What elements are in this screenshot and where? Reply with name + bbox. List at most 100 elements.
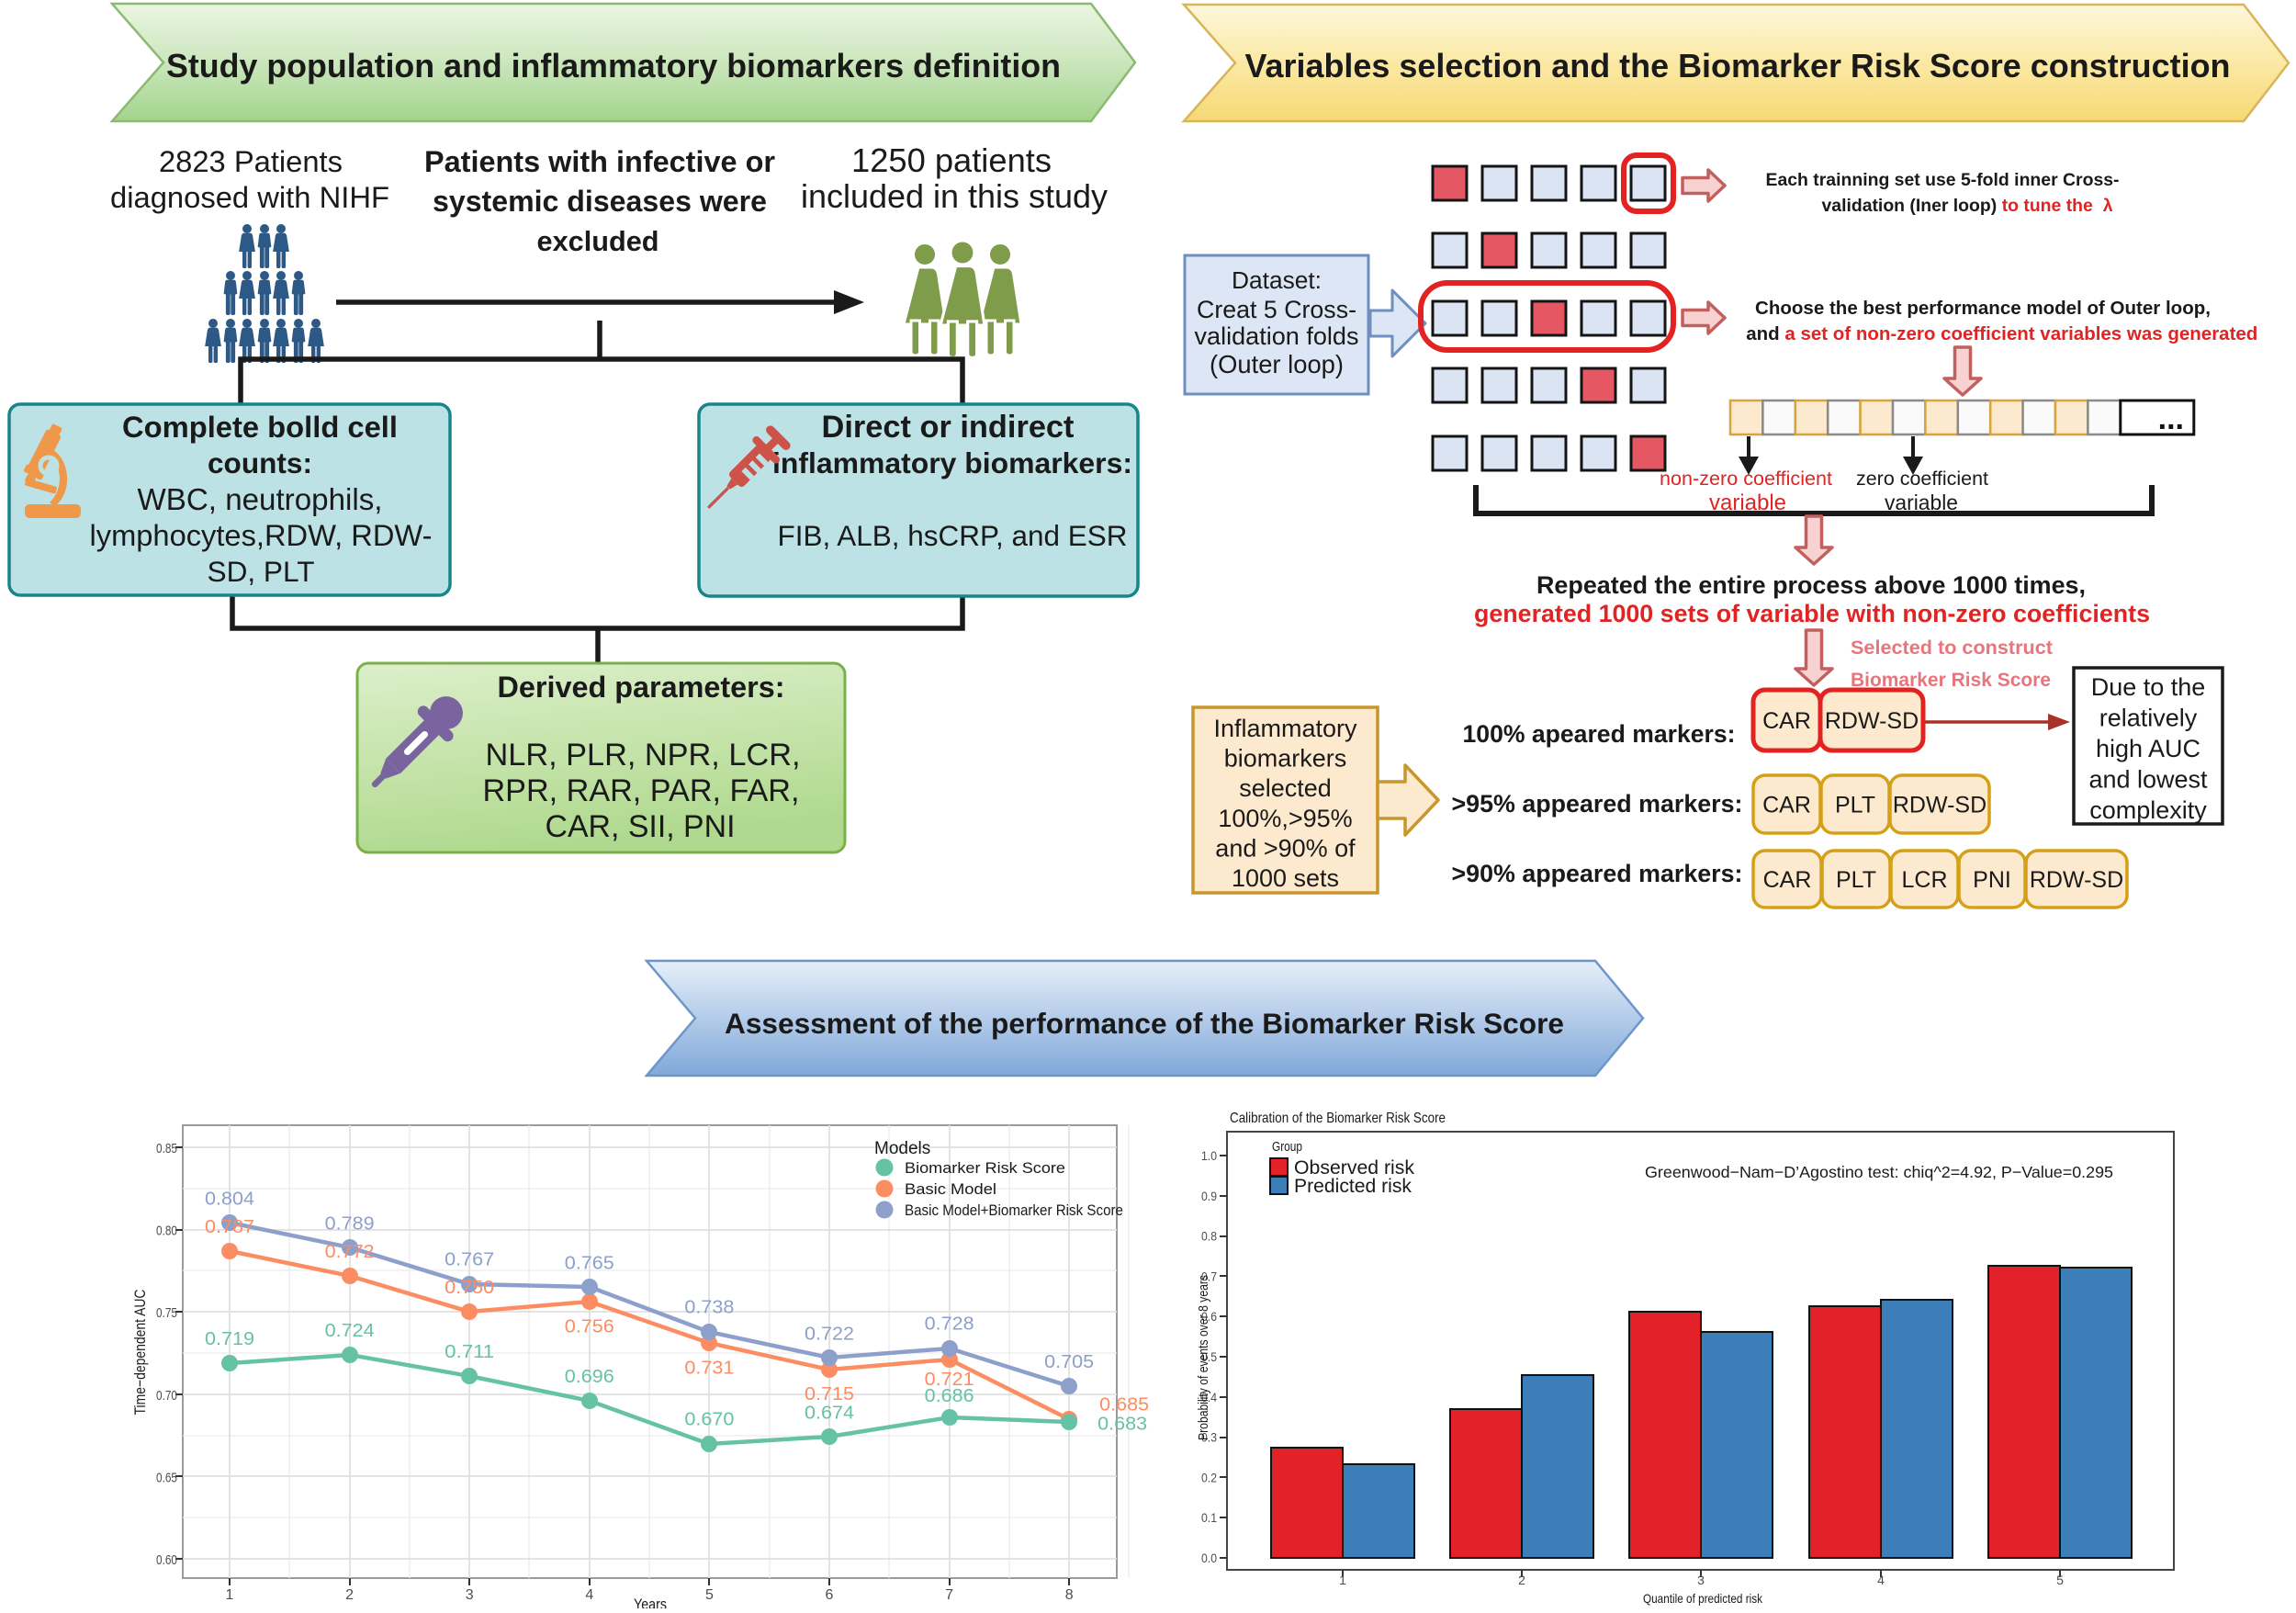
svg-text:Repeated the entire process ab: Repeated the entire process above 1000 t… (1536, 571, 2086, 599)
svg-text:Creat 5 Cross-: Creat 5 Cross- (1197, 296, 1356, 323)
svg-text:...: ... (2158, 401, 2184, 436)
svg-text:Greenwood−Nam−D’Agostino test:: Greenwood−Nam−D’Agostino test: chiq^2=4.… (1645, 1163, 2113, 1181)
svg-text:4: 4 (1877, 1573, 1885, 1587)
svg-text:0.787: 0.787 (205, 1217, 254, 1237)
svg-text:RDW-SD: RDW-SD (1825, 708, 1919, 734)
svg-text:0.65: 0.65 (156, 1470, 177, 1485)
svg-text:0.70: 0.70 (156, 1388, 177, 1404)
svg-text:0.80: 0.80 (156, 1224, 177, 1239)
svg-text:0.696: 0.696 (565, 1367, 614, 1387)
svg-text:and a set of non-zero coeffici: and a set of non-zero coefficient variab… (1746, 323, 2257, 344)
svg-text:Variables selection and the Bi: Variables selection and the Biomarker Ri… (1245, 47, 2231, 85)
svg-text:0.804: 0.804 (205, 1189, 254, 1209)
svg-text:100% apeared markers:: 100% apeared markers: (1463, 720, 1736, 748)
svg-text:0.7: 0.7 (1201, 1269, 1217, 1283)
svg-text:0.686: 0.686 (925, 1386, 974, 1406)
svg-text:Biomarker Risk Score: Biomarker Risk Score (905, 1159, 1065, 1177)
svg-text:0.85: 0.85 (156, 1141, 177, 1156)
svg-text:0.750: 0.750 (445, 1278, 494, 1298)
svg-text:CAR: CAR (1762, 793, 1811, 818)
svg-text:0.674: 0.674 (805, 1403, 854, 1423)
svg-text:counts:: counts: (208, 446, 312, 479)
svg-text:0.715: 0.715 (805, 1384, 854, 1404)
svg-text:5: 5 (2056, 1573, 2064, 1587)
svg-text:inflammatory biomarkers:: inflammatory biomarkers: (772, 446, 1132, 479)
svg-text:0.767: 0.767 (445, 1250, 494, 1270)
svg-text:0.75: 0.75 (156, 1305, 177, 1321)
svg-text:Observed risk: Observed risk (1294, 1157, 1414, 1179)
svg-text:0.765: 0.765 (565, 1253, 614, 1273)
svg-text:Dataset:: Dataset: (1232, 266, 1322, 294)
svg-text:Selected to construct: Selected to construct (1851, 636, 2053, 659)
svg-text:included in this study: included in this study (801, 177, 1108, 215)
svg-text:0.738: 0.738 (684, 1298, 734, 1318)
svg-text:0.4: 0.4 (1201, 1390, 1217, 1404)
svg-text:0.5: 0.5 (1201, 1349, 1217, 1364)
svg-text:0.6: 0.6 (1201, 1309, 1217, 1324)
svg-text:0.3: 0.3 (1201, 1430, 1217, 1445)
svg-text:Group: Group (1272, 1139, 1302, 1155)
svg-text:and lowest: and lowest (2088, 766, 2208, 794)
svg-text:complexity: complexity (2089, 796, 2207, 824)
svg-text:0.772: 0.772 (325, 1242, 375, 1262)
svg-text:CAR: CAR (1762, 708, 1811, 734)
svg-text:PLT: PLT (1836, 867, 1876, 893)
svg-text:Each trainning set use 5-fold: Each trainning set use 5-fold inner Cros… (1766, 170, 2120, 190)
svg-text:Basic Model+Biomarker Risk Sco: Basic Model+Biomarker Risk Score (905, 1201, 1123, 1219)
svg-text:0.724: 0.724 (325, 1321, 375, 1341)
svg-text:2: 2 (345, 1587, 354, 1603)
svg-text:4: 4 (585, 1587, 593, 1603)
svg-text:RPR, RAR, PAR, FAR,: RPR, RAR, PAR, FAR, (483, 773, 800, 808)
svg-text:high AUC: high AUC (2096, 735, 2200, 762)
svg-text:Due to the: Due to the (2091, 673, 2206, 701)
svg-text:0.9: 0.9 (1201, 1189, 1217, 1203)
svg-text:PLT: PLT (1835, 793, 1875, 818)
svg-text:non-zero coefficient: non-zero coefficient (1660, 467, 1832, 490)
svg-text:Inflammatory: Inflammatory (1213, 715, 1357, 742)
svg-text:3: 3 (466, 1587, 474, 1603)
svg-text:0.0: 0.0 (1201, 1551, 1217, 1565)
svg-text:validation (Iner loop) to tune: validation (Iner loop) to tune the λ (1822, 196, 2113, 216)
svg-text:diagnosed with NIHF: diagnosed with NIHF (110, 180, 389, 214)
svg-text:0.670: 0.670 (684, 1410, 734, 1430)
svg-text:0.719: 0.719 (205, 1329, 254, 1349)
svg-text:biomarkers: biomarkers (1224, 745, 1347, 773)
svg-text:RDW-SD: RDW-SD (2030, 867, 2123, 893)
svg-text:0.60: 0.60 (156, 1552, 177, 1568)
svg-text:0.683: 0.683 (1097, 1414, 1147, 1434)
svg-text:7: 7 (945, 1587, 953, 1603)
svg-text:FIB, ALB, hsCRP, and ESR: FIB, ALB, hsCRP, and ESR (778, 519, 1128, 552)
svg-text:0.756: 0.756 (565, 1316, 614, 1337)
svg-text:relatively: relatively (2099, 705, 2198, 732)
svg-text:LCR: LCR (1901, 867, 1947, 893)
svg-text:Quantile of predicted risk: Quantile of predicted risk (1643, 1591, 1763, 1606)
svg-text:Calibration of the Biomarker R: Calibration of the Biomarker Risk Score (1230, 1111, 1446, 1126)
svg-text:Models: Models (874, 1139, 930, 1158)
svg-text:Basic Model: Basic Model (905, 1180, 996, 1198)
svg-text:0.705: 0.705 (1044, 1352, 1094, 1372)
svg-text:RDW-SD: RDW-SD (1893, 793, 1986, 818)
svg-text:100%,>95%: 100%,>95% (1218, 805, 1352, 832)
svg-text:NLR, PLR, NPR, LCR,: NLR, PLR, NPR, LCR, (486, 738, 801, 773)
svg-text:Complete bolld cell: Complete bolld cell (122, 410, 398, 444)
svg-text:0.711: 0.711 (445, 1342, 494, 1362)
svg-text:selected: selected (1239, 774, 1332, 802)
svg-text:1.0: 1.0 (1201, 1148, 1217, 1163)
svg-text:0.685: 0.685 (1099, 1395, 1149, 1416)
svg-text:lymphocytes,RDW, RDW-: lymphocytes,RDW, RDW- (90, 518, 433, 552)
svg-text:Choose the best performance mo: Choose the best performance model of Out… (1755, 298, 2211, 319)
svg-text:variable: variable (1885, 491, 1958, 514)
svg-text:0.2: 0.2 (1201, 1470, 1217, 1484)
svg-text:6: 6 (826, 1587, 834, 1603)
svg-text:generated 1000 sets of variabl: generated 1000 sets of variable with non… (1474, 600, 2150, 627)
svg-text:and >90% of: and >90% of (1215, 834, 1356, 862)
svg-text:Study population and inflammat: Study population and inflammatory biomar… (166, 48, 1061, 85)
svg-text:PNI: PNI (1973, 867, 2011, 893)
svg-text:Predicted risk: Predicted risk (1294, 1176, 1412, 1197)
svg-text:Biomarker Risk Score: Biomarker Risk Score (1851, 670, 2051, 691)
svg-text:>90% appeared markers:: >90% appeared markers: (1452, 860, 1743, 887)
svg-text:>95% appeared markers:: >95% appeared markers: (1452, 790, 1743, 818)
svg-text:CAR: CAR (1763, 867, 1812, 893)
svg-text:validation folds: validation folds (1195, 321, 1359, 350)
svg-text:2: 2 (1518, 1573, 1525, 1587)
